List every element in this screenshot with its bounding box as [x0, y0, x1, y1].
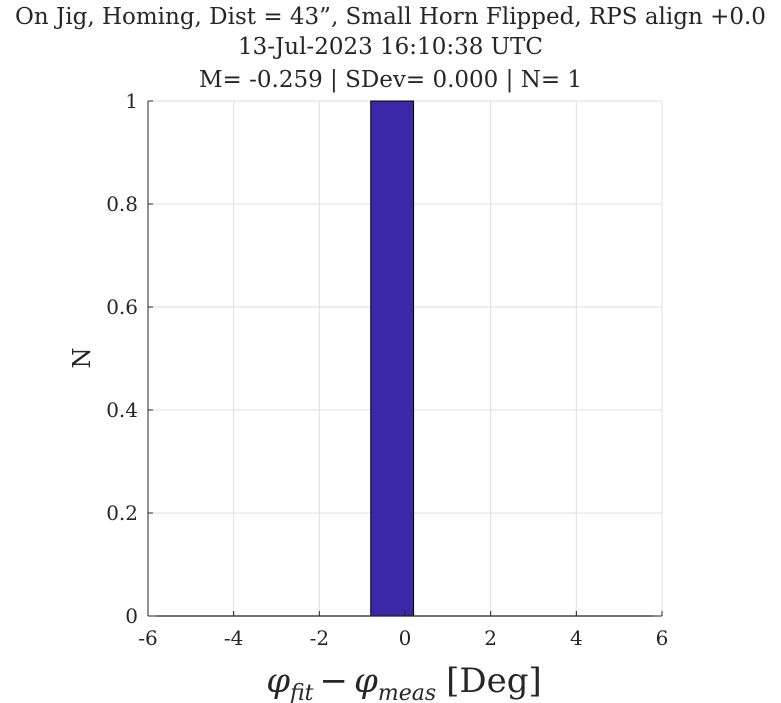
title-line-3: M= -0.259 | SDev= 0.000 | N= 1	[198, 67, 583, 93]
x-label-minus: −	[320, 661, 349, 701]
y-tick-label: 0.8	[106, 192, 138, 216]
y-tick-label: 0	[125, 604, 138, 628]
x-label-sub-meas: meas	[378, 681, 436, 703]
x-label-phi-1: φ	[266, 661, 290, 701]
x-label-unit: [Deg]	[446, 661, 542, 701]
axes	[147, 100, 663, 617]
y-tick-label: 0.6	[106, 295, 138, 319]
x-label-sub-fit: fit	[288, 681, 314, 703]
tick-labels: -6 -4 -2 0 2 4 6 0 0.2 0.4 0.6 0.8 1	[106, 89, 668, 650]
x-tick-label: 0	[399, 626, 412, 650]
x-tick-label: -4	[224, 626, 243, 650]
y-tick-label: 0.2	[106, 501, 138, 525]
x-tick-label: -6	[138, 626, 157, 650]
x-label-phi-2: φ	[354, 661, 378, 701]
bars	[156, 100, 654, 617]
title-line-2: 13-Jul-2023 16:10:38 UTC	[238, 34, 543, 60]
x-axis-label: φfit − φmeas [Deg]	[266, 661, 542, 703]
x-tick-label: -2	[310, 626, 329, 650]
x-tick-label: 6	[656, 626, 669, 650]
title-line-1: On Jig, Homing, Dist = 43”, Small Horn F…	[15, 4, 766, 30]
y-tick-label: 1	[125, 89, 138, 113]
y-axis-label: N	[68, 348, 96, 369]
x-tick-label: 4	[570, 626, 583, 650]
x-tick-label: 2	[484, 626, 497, 650]
histogram-bar	[370, 100, 415, 617]
y-tick-label: 0.4	[106, 398, 138, 422]
